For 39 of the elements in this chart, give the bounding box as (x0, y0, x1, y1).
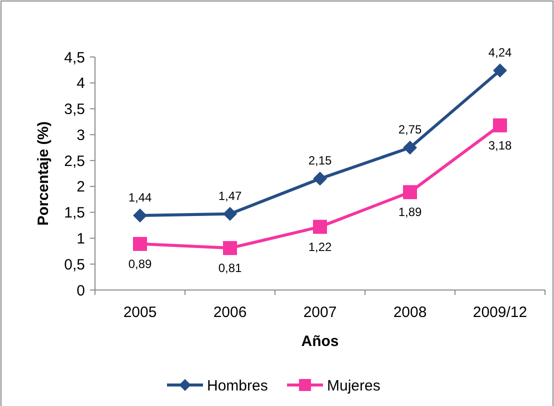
y-tick-label: 3,5 (64, 101, 85, 118)
data-label: 4,24 (488, 45, 512, 60)
point (313, 172, 327, 186)
y-tick-label: 2,5 (64, 152, 85, 170)
y-tick-label: 0 (76, 282, 85, 300)
y-axis-title: Porcentaje (%) (35, 121, 52, 226)
x-axis-title: Años (301, 333, 339, 350)
y-tick-label: 3 (76, 126, 85, 144)
legend-label: Mujeres (327, 377, 380, 394)
x-tick-label: 2005 (123, 304, 157, 321)
x-tick-label: 2007 (303, 304, 337, 321)
point (493, 63, 507, 78)
y-tick-label: 0,5 (64, 256, 85, 274)
data-label: 0,89 (128, 256, 152, 271)
point (133, 208, 147, 222)
y-tick-label: 1,5 (64, 204, 85, 222)
x-tick-label: 2008 (393, 304, 427, 321)
point (223, 241, 237, 256)
data-label: 3,18 (488, 138, 512, 152)
data-label: 0,81 (218, 261, 242, 276)
point (313, 220, 327, 234)
data-label: 1,44 (128, 190, 152, 204)
data-label: 1,89 (398, 205, 422, 220)
x-tick-label: 2006 (213, 304, 247, 321)
data-label: 1,22 (308, 240, 332, 254)
point (493, 118, 507, 132)
point (223, 206, 237, 221)
data-label: 1,47 (218, 188, 242, 203)
data-label: 2,75 (398, 122, 422, 137)
point (133, 236, 147, 251)
point (403, 185, 417, 200)
y-tick-label: 4 (76, 75, 85, 92)
point (403, 140, 417, 155)
x-tick-label: 2009/12 (472, 304, 528, 321)
data-label: 2,15 (308, 154, 332, 168)
y-tick-label: 2 (76, 178, 85, 196)
y-tick-label: 1 (76, 230, 85, 248)
y-tick-label: 4,5 (64, 49, 85, 66)
legend-label: Hombres (207, 377, 268, 394)
